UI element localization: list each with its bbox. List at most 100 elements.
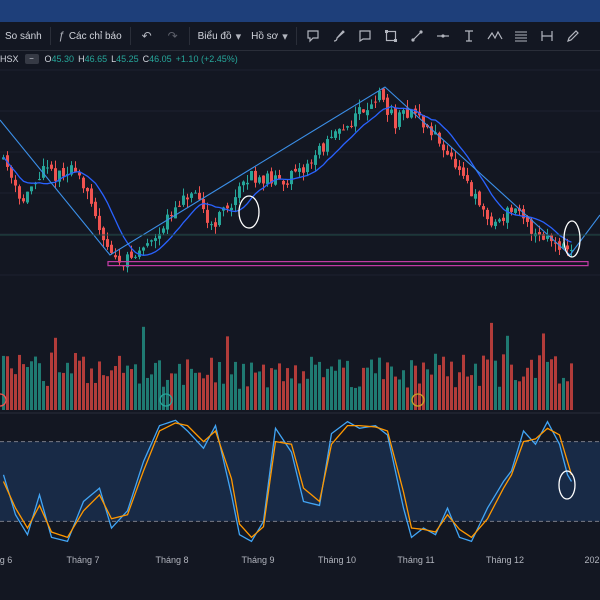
volume-bar[interactable] xyxy=(190,368,193,410)
volume-bar[interactable] xyxy=(562,377,565,410)
volume-bar[interactable] xyxy=(150,374,153,410)
candle-body[interactable] xyxy=(478,191,481,206)
volume-bar[interactable] xyxy=(406,387,409,410)
candle-body[interactable] xyxy=(182,195,185,205)
rectangle-tool-icon[interactable] xyxy=(378,22,404,50)
volume-bar[interactable] xyxy=(566,381,569,410)
volume-bar[interactable] xyxy=(22,364,25,410)
volume-bar[interactable] xyxy=(546,361,549,410)
candle-body[interactable] xyxy=(98,215,101,231)
volume-bar[interactable] xyxy=(518,381,521,410)
volume-bar[interactable] xyxy=(482,355,485,410)
candle-body[interactable] xyxy=(50,164,53,169)
volume-pane[interactable] xyxy=(0,322,573,410)
support-zone[interactable] xyxy=(107,261,589,267)
candle-body[interactable] xyxy=(386,97,389,115)
candle-body[interactable] xyxy=(370,104,373,109)
measure-tool-icon[interactable] xyxy=(534,22,560,50)
candle-body[interactable] xyxy=(178,205,181,207)
candle-body[interactable] xyxy=(286,183,289,185)
volume-bar[interactable] xyxy=(90,368,93,410)
volume-bar[interactable] xyxy=(462,354,465,410)
candle-body[interactable] xyxy=(46,167,49,169)
volume-bar[interactable] xyxy=(58,372,61,410)
volume-bar[interactable] xyxy=(306,378,309,410)
volume-marker-icon[interactable] xyxy=(159,393,173,407)
candle-body[interactable] xyxy=(114,255,117,258)
volume-bar[interactable] xyxy=(50,352,53,410)
candle-body[interactable] xyxy=(226,205,229,209)
candle-body[interactable] xyxy=(262,175,265,184)
volume-bar[interactable] xyxy=(10,368,13,410)
volume-bar[interactable] xyxy=(94,382,97,410)
volume-bar[interactable] xyxy=(270,368,273,410)
candle-body[interactable] xyxy=(398,112,401,127)
candle-body[interactable] xyxy=(390,109,393,114)
volume-bar[interactable] xyxy=(234,361,237,410)
annotation-circle[interactable] xyxy=(563,220,581,258)
volume-bar[interactable] xyxy=(242,363,245,410)
volume-bar[interactable] xyxy=(46,385,49,410)
volume-bar[interactable] xyxy=(338,359,341,410)
chart-type-dropdown[interactable]: Biểu đồ ▾ xyxy=(193,22,246,50)
candle-body[interactable] xyxy=(450,152,453,157)
volume-bar[interactable] xyxy=(374,373,377,410)
volume-bar[interactable] xyxy=(286,368,289,410)
candle-body[interactable] xyxy=(242,181,245,186)
volume-bar[interactable] xyxy=(102,375,105,410)
candle-body[interactable] xyxy=(142,247,145,251)
volume-bar[interactable] xyxy=(550,359,553,410)
candle-body[interactable] xyxy=(146,243,149,246)
undo-icon[interactable]: ↶ xyxy=(141,29,152,43)
candle-body[interactable] xyxy=(282,180,285,185)
volume-bar[interactable] xyxy=(442,356,445,410)
volume-bar[interactable] xyxy=(258,371,261,410)
volume-bar[interactable] xyxy=(282,381,285,410)
volume-bar[interactable] xyxy=(326,368,329,410)
volume-bar[interactable] xyxy=(34,356,37,410)
volume-bar[interactable] xyxy=(158,360,161,410)
candle-body[interactable] xyxy=(406,107,409,118)
volume-bar[interactable] xyxy=(134,364,137,410)
volume-bar[interactable] xyxy=(538,355,541,410)
candle-body[interactable] xyxy=(318,145,321,155)
volume-bar[interactable] xyxy=(14,374,17,410)
candle-body[interactable] xyxy=(10,167,13,178)
volume-bar[interactable] xyxy=(390,366,393,410)
volume-marker-icon[interactable] xyxy=(411,393,425,407)
volume-bar[interactable] xyxy=(70,373,73,410)
volume-bar[interactable] xyxy=(378,357,381,410)
candle-body[interactable] xyxy=(166,214,169,230)
volume-bar[interactable] xyxy=(38,363,41,410)
volume-bar[interactable] xyxy=(470,375,473,410)
candle-body[interactable] xyxy=(106,239,109,247)
candle-body[interactable] xyxy=(326,139,329,152)
candle-body[interactable] xyxy=(126,254,129,268)
volume-bar[interactable] xyxy=(526,367,529,410)
candle-body[interactable] xyxy=(250,170,253,181)
candle-body[interactable] xyxy=(38,179,41,181)
candle-body[interactable] xyxy=(210,224,213,226)
price-pane[interactable] xyxy=(0,69,600,276)
candle-body[interactable] xyxy=(446,150,449,155)
profile-dropdown[interactable]: Hồ sơ ▾ xyxy=(246,22,293,50)
volume-bar[interactable] xyxy=(62,372,65,410)
candle-body[interactable] xyxy=(402,110,405,114)
volume-bar[interactable] xyxy=(386,362,389,410)
volume-bar[interactable] xyxy=(254,372,257,410)
candle-body[interactable] xyxy=(334,131,337,138)
volume-bar[interactable] xyxy=(182,384,185,410)
candle-body[interactable] xyxy=(14,179,17,186)
candle-body[interactable] xyxy=(74,167,77,172)
candle-body[interactable] xyxy=(82,177,85,189)
candle-body[interactable] xyxy=(298,168,301,172)
volume-bar[interactable] xyxy=(370,359,373,410)
volume-bar[interactable] xyxy=(398,379,401,410)
candle-body[interactable] xyxy=(498,219,501,222)
candle-body[interactable] xyxy=(378,90,381,101)
note-tool-icon[interactable] xyxy=(300,22,326,50)
volume-bar[interactable] xyxy=(502,354,505,410)
volume-bar[interactable] xyxy=(438,365,441,410)
volume-bar[interactable] xyxy=(214,382,217,410)
candle-body[interactable] xyxy=(470,182,473,197)
